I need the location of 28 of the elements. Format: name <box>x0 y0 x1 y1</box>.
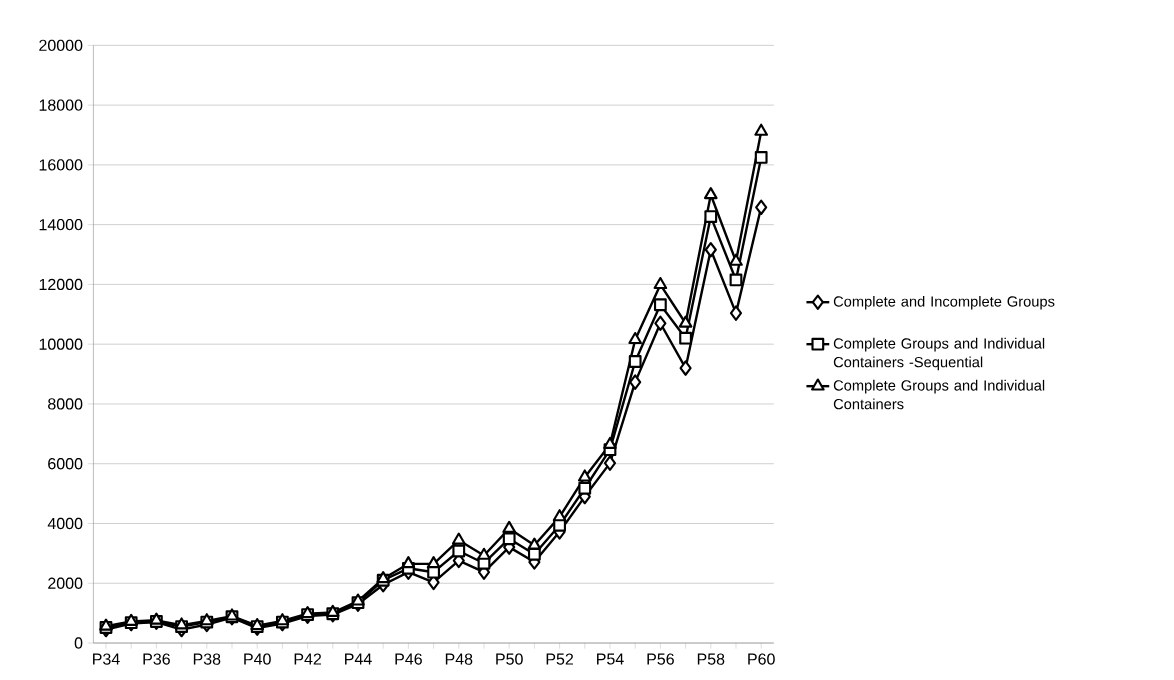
legend-label: Complete and Incomplete Groups <box>833 295 1055 310</box>
x-tick-label: P38 <box>193 653 221 665</box>
y-tick-label: 16000 <box>39 159 83 171</box>
x-tick-label: P46 <box>395 653 422 665</box>
legend-label: Complete Groups and Individual Containers -Sequential <box>833 337 1045 371</box>
y-tick-label: 6000 <box>48 457 83 470</box>
x-tick-label: P50 <box>496 653 523 665</box>
x-tick-label: P60 <box>748 653 775 665</box>
y-tick-label: 8000 <box>48 398 83 410</box>
y-tick-label: 18000 <box>39 99 83 111</box>
y-tick-label: 2000 <box>48 577 83 589</box>
x-tick-label: P56 <box>647 653 674 665</box>
x-tick-label: P36 <box>143 653 170 665</box>
y-tick-label: 4000 <box>47 517 83 529</box>
y-tick-label: 12000 <box>39 278 83 290</box>
legend-label: Complete Groups and Individual Containers <box>833 379 1045 410</box>
x-tick-label: P48 <box>445 653 473 665</box>
y-tick-label: 14000 <box>39 218 83 231</box>
y-tick-label: 0 <box>74 637 83 649</box>
y-tick-label: 10000 <box>39 338 83 350</box>
x-tick-label: P34 <box>93 653 120 665</box>
x-tick-label: P42 <box>294 653 322 665</box>
x-tick-label: P54 <box>597 653 624 665</box>
x-tick-label: P58 <box>697 653 725 665</box>
x-tick-label: P52 <box>546 653 574 665</box>
x-tick-label: P40 <box>244 653 271 665</box>
x-tick-label: P44 <box>345 653 372 665</box>
y-tick-label: 20000 <box>39 39 83 51</box>
